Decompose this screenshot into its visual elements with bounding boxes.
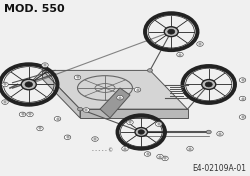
Circle shape: [148, 69, 152, 72]
Circle shape: [164, 27, 178, 37]
Circle shape: [206, 130, 211, 134]
Text: E4-02109A-01: E4-02109A-01: [192, 164, 246, 173]
Polygon shape: [42, 70, 188, 109]
Polygon shape: [42, 70, 80, 118]
Circle shape: [134, 87, 141, 92]
Circle shape: [177, 52, 183, 57]
Circle shape: [138, 130, 144, 134]
Circle shape: [157, 154, 163, 159]
Circle shape: [2, 100, 8, 104]
Circle shape: [2, 82, 8, 87]
Circle shape: [217, 131, 223, 136]
Circle shape: [54, 117, 61, 121]
Circle shape: [42, 63, 48, 67]
Circle shape: [117, 95, 123, 100]
Circle shape: [187, 146, 193, 151]
Circle shape: [92, 137, 98, 141]
Circle shape: [202, 80, 216, 89]
Circle shape: [239, 96, 246, 101]
Polygon shape: [100, 88, 130, 118]
Circle shape: [64, 135, 71, 140]
Circle shape: [25, 82, 32, 87]
Circle shape: [162, 156, 168, 161]
Text: MOD. 550: MOD. 550: [4, 4, 64, 14]
Circle shape: [205, 82, 212, 87]
Circle shape: [27, 112, 33, 117]
Circle shape: [139, 130, 144, 134]
Text: - - - - - ©: - - - - - ©: [92, 148, 114, 153]
Circle shape: [21, 79, 36, 90]
Circle shape: [74, 75, 81, 80]
Circle shape: [19, 112, 26, 117]
Circle shape: [156, 122, 162, 126]
Circle shape: [78, 107, 82, 111]
Circle shape: [144, 152, 151, 156]
Circle shape: [83, 108, 89, 112]
Circle shape: [239, 115, 246, 119]
Circle shape: [168, 29, 175, 34]
Circle shape: [127, 120, 133, 125]
Circle shape: [197, 42, 203, 46]
Polygon shape: [80, 109, 188, 118]
Circle shape: [135, 128, 147, 136]
Circle shape: [122, 146, 128, 151]
Circle shape: [239, 78, 246, 82]
Circle shape: [37, 126, 43, 131]
